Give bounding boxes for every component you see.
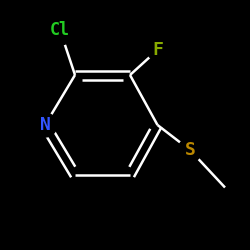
Circle shape (33, 113, 57, 137)
Circle shape (178, 138, 202, 162)
Text: Cl: Cl (50, 21, 70, 39)
Text: S: S (184, 141, 196, 159)
Text: N: N (40, 116, 50, 134)
Circle shape (147, 40, 168, 60)
Text: F: F (152, 41, 163, 59)
Circle shape (45, 15, 75, 45)
